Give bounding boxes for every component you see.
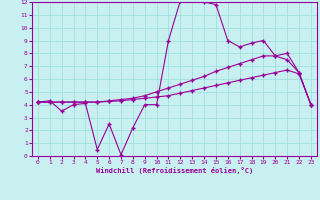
X-axis label: Windchill (Refroidissement éolien,°C): Windchill (Refroidissement éolien,°C)	[96, 167, 253, 174]
